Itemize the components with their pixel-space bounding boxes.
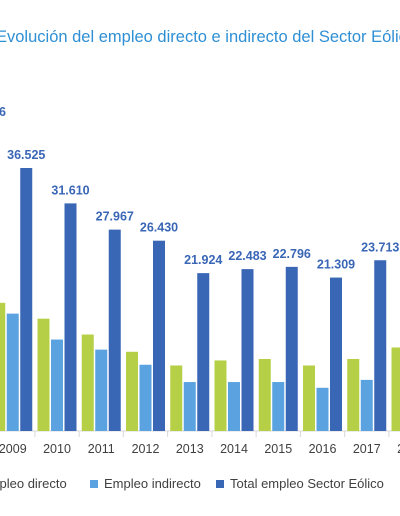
bar-total-2014 xyxy=(241,269,254,431)
data-label-total-2011: 27.967 xyxy=(96,210,134,224)
bar-total-2012 xyxy=(153,240,165,431)
legend-label-total: Total empleo Sector Eólico xyxy=(230,476,384,491)
bar-total-2013 xyxy=(197,273,210,431)
bar-total-2017 xyxy=(374,260,387,431)
x-tick-label-2016: 2016 xyxy=(309,442,337,456)
data-label-total-2015: 22.796 xyxy=(273,247,311,261)
bar-indirecto-2012 xyxy=(139,364,152,431)
bar-indirecto-2009 xyxy=(6,313,19,431)
x-tick-label-2015: 2015 xyxy=(264,442,292,456)
legend-label-indirecto: Empleo indirecto xyxy=(104,476,201,491)
data-label-total-2009: 36.525 xyxy=(7,148,45,162)
bar-directo-2013 xyxy=(170,365,183,431)
bar-total-2010 xyxy=(64,203,77,431)
legend-item-directo: Empleo directo xyxy=(0,476,83,491)
data-label-total-2016: 21.309 xyxy=(317,258,355,272)
legend-item-total: Total empleo Sector Eólico xyxy=(216,476,384,491)
data-label-total-2010: 31.610 xyxy=(51,183,89,197)
legend-swatch-indirecto xyxy=(90,479,98,488)
chart-title: Evolución del empleo directo e indirecto… xyxy=(0,27,400,51)
bar-directo-2011 xyxy=(81,334,94,431)
bar-total-2009 xyxy=(20,168,33,431)
x-tick-label-2011: 2011 xyxy=(88,442,115,456)
bar-indirecto-2015 xyxy=(272,382,285,431)
x-tick-label-2010: 2010 xyxy=(43,442,71,456)
bar-directo-2012 xyxy=(126,351,138,431)
bar-directo-2014 xyxy=(214,360,227,431)
legend: Empleo directo Empleo indirecto Total em… xyxy=(0,476,400,496)
bar-directo-2015 xyxy=(258,358,271,431)
x-tick-label-2012: 2012 xyxy=(132,442,160,456)
bar-indirecto-2016 xyxy=(316,387,329,431)
data-label-total-2017: 23.713 xyxy=(361,240,399,254)
legend-swatch-total xyxy=(216,479,224,488)
data-label-total-2014: 22.483 xyxy=(228,249,266,263)
x-tick-label-2017: 2017 xyxy=(353,442,381,456)
data-label-total-2012: 26.430 xyxy=(140,221,178,235)
bar-indirecto-2011 xyxy=(95,349,108,431)
bar-indirecto-2014 xyxy=(228,382,240,431)
x-tick-label-2009: 2009 xyxy=(0,442,27,456)
x-tick-label-2013: 2013 xyxy=(176,442,204,456)
bar-directo-2017 xyxy=(347,358,360,431)
x-tick-label-2018: 2018 xyxy=(397,442,400,456)
legend-label-directo: Empleo directo xyxy=(0,476,67,491)
bar-indirecto-2010 xyxy=(51,339,63,431)
bar-total-2011 xyxy=(108,229,121,431)
bar-total-2015 xyxy=(285,266,298,431)
data-label-total-2013: 21.924 xyxy=(184,253,222,267)
chart-title-text: Evolución del empleo directo e indirecto… xyxy=(0,28,400,46)
bar-directo-2009 xyxy=(0,302,6,431)
legend-item-indirecto: Empleo indirecto xyxy=(90,476,201,491)
bar-chart: 6 36.525 31.610 27.967 26.430 21.924 22.483 22.… xyxy=(0,105,400,456)
bar-indirecto-2013 xyxy=(183,382,196,431)
bar-directo-2018 xyxy=(391,347,400,431)
bar-indirecto-2017 xyxy=(360,379,373,431)
x-tick-label-2014: 2014 xyxy=(220,442,248,456)
bar-directo-2010 xyxy=(37,318,50,431)
bar-directo-2016 xyxy=(303,365,315,431)
bar-total-2016 xyxy=(330,277,342,431)
data-label-total-2008: 6 xyxy=(0,105,6,119)
